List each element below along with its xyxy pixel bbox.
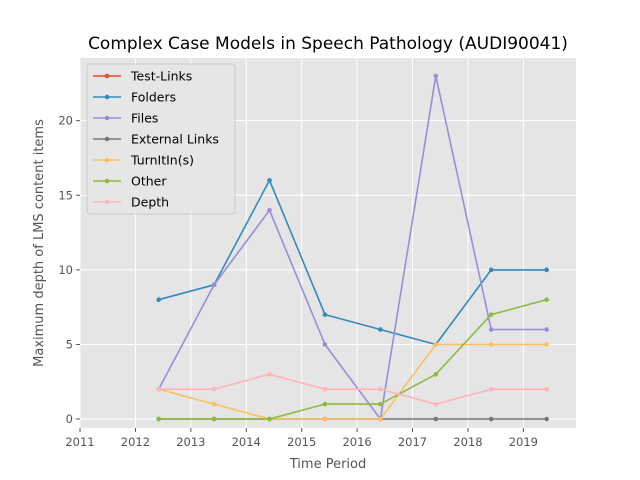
- data-point: [211, 386, 217, 392]
- legend-marker: [104, 157, 110, 163]
- x-tick-label: 2015: [287, 435, 316, 449]
- data-point: [156, 386, 161, 392]
- legend-label: Other: [131, 174, 167, 189]
- data-point: [156, 416, 161, 422]
- data-point: [211, 416, 217, 422]
- legend-item: Test-Links: [93, 69, 192, 84]
- data-point: [378, 401, 383, 407]
- x-tick-label: 2017: [398, 435, 427, 449]
- data-point: [488, 327, 494, 332]
- chart-title: Complex Case Models in Speech Pathology …: [88, 34, 568, 54]
- legend-frame: [86, 63, 236, 215]
- data-point: [267, 178, 272, 183]
- legend-item: External Links: [93, 132, 219, 147]
- data-point: [544, 342, 549, 347]
- legend-marker: [104, 115, 110, 121]
- series-line: [158, 343, 547, 420]
- y-tick-label: 0: [66, 412, 73, 426]
- legend-marker: [104, 178, 110, 184]
- x-tick-label: 2019: [509, 435, 538, 449]
- legend-marker: [104, 136, 110, 142]
- series-line: [158, 179, 547, 346]
- data-point: [433, 73, 439, 79]
- legend-item: TurnItIn(s): [93, 153, 194, 168]
- data-point: [267, 371, 272, 377]
- series-line: [157, 75, 547, 420]
- axis-ticks: 2011 2012 2013 2014 2015 2016 2017 2018 20190510…: [58, 114, 538, 449]
- data-point: [378, 386, 383, 392]
- data-point: [488, 342, 494, 347]
- y-tick-label: 15: [58, 188, 73, 202]
- series-depth: [156, 371, 549, 407]
- legend-marker: [104, 73, 110, 79]
- data-point: [211, 401, 217, 407]
- data-point: [211, 282, 217, 288]
- data-point: [322, 416, 328, 422]
- legend-label: External Links: [131, 132, 219, 147]
- x-tick-label: 2013: [176, 435, 205, 449]
- series-other: [156, 297, 549, 422]
- legend-marker: [104, 94, 110, 100]
- legend-item: Other: [93, 174, 167, 189]
- legend-label: Folders: [131, 90, 176, 105]
- y-tick-label: 5: [66, 337, 73, 351]
- data-point: [322, 401, 328, 407]
- legend: Test-Links Folders Files External Links Turn…: [86, 63, 236, 215]
- x-tick-label: 2012: [121, 435, 150, 449]
- data-point: [322, 312, 328, 317]
- legend-item: Files: [93, 111, 158, 126]
- x-tick-label: 2016: [342, 435, 371, 449]
- legend-marker: [104, 199, 110, 205]
- legend-label: TurnItIn(s): [130, 153, 194, 168]
- data-point: [433, 416, 439, 422]
- legend-item: Folders: [93, 90, 176, 105]
- x-axis-label: Time Period: [289, 457, 366, 472]
- data-point: [378, 416, 383, 422]
- data-point: [156, 297, 161, 302]
- data-point: [488, 312, 494, 317]
- series-group: [156, 73, 549, 422]
- series-line: [158, 298, 547, 420]
- data-point: [378, 327, 383, 332]
- data-point: [322, 386, 328, 392]
- data-point: [433, 371, 439, 377]
- data-point: [544, 297, 549, 302]
- data-point: [267, 416, 272, 422]
- data-point: [488, 416, 494, 422]
- data-point: [322, 342, 328, 347]
- data-point: [433, 342, 439, 347]
- data-point: [544, 416, 549, 422]
- data-point: [544, 327, 549, 332]
- x-tick-label: 2014: [232, 435, 261, 449]
- series-line: [158, 373, 547, 405]
- y-axis-label: Maximum depth of LMS content items: [32, 119, 47, 367]
- x-tick-label: 2011: [65, 435, 94, 449]
- legend-label: Depth: [131, 195, 169, 210]
- y-tick-label: 10: [58, 263, 73, 277]
- data-point: [544, 386, 549, 392]
- data-point: [488, 386, 494, 392]
- data-point: [433, 401, 439, 407]
- data-point: [488, 267, 494, 273]
- legend-label: Files: [131, 111, 158, 126]
- legend-label: Test-Links: [130, 69, 192, 84]
- data-point: [267, 207, 272, 213]
- x-tick-label: 2018: [453, 435, 482, 449]
- legend-item: Depth: [93, 195, 169, 210]
- y-tick-label: 20: [58, 114, 73, 128]
- data-point: [544, 267, 549, 273]
